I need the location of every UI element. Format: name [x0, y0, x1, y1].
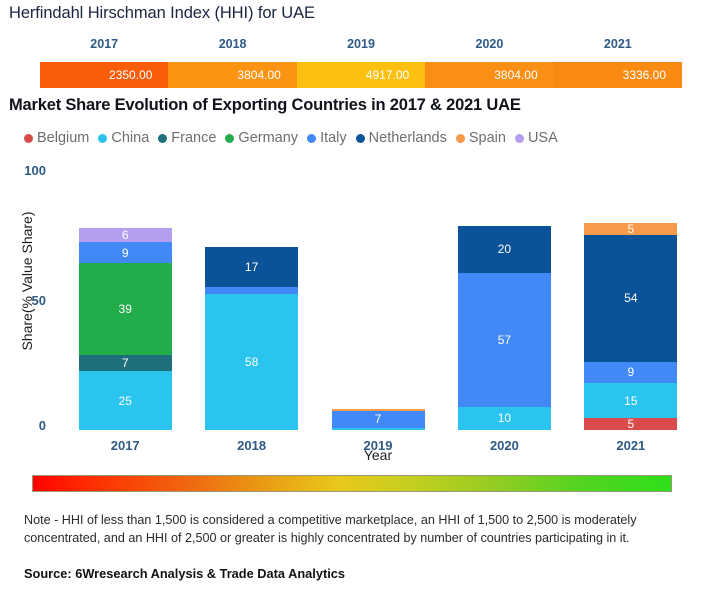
hhi-value-2018: 3804.00 [168, 62, 297, 88]
legend-label: Spain [468, 130, 506, 146]
hhi-year-2020: 2020 [475, 37, 504, 51]
bar-segment-2020-italy[interactable]: 57 [457, 272, 551, 407]
hhi-title: Herfindahl Hirschman Index (HHI) for UAE [9, 4, 315, 22]
bar-segment-2020-china[interactable]: 10 [457, 406, 551, 430]
bar-segment-2018-netherlands[interactable]: 17 [205, 246, 299, 287]
x-axis-label: Year [363, 447, 393, 463]
bar-segment-2021-china[interactable]: 15 [584, 383, 678, 419]
hhi-value-2017: 2350.00 [40, 62, 169, 88]
legend-swatch-icon [307, 133, 317, 143]
footer-source: Source: 6Wresearch Analysis & Trade Data… [24, 566, 346, 581]
hhi-year-2017: 2017 [90, 37, 119, 51]
concentration-gradient-strip [32, 475, 672, 492]
bar-segment-2017-france[interactable]: 7 [78, 354, 172, 372]
bar-segment-2017-china[interactable]: 25 [78, 371, 172, 430]
bar-segment-2021-italy[interactable]: 9 [584, 361, 678, 383]
bar-segment-2020-netherlands[interactable]: 20 [457, 225, 551, 273]
legend-swatch-icon [355, 133, 365, 143]
hhi-year-2019: 2019 [347, 37, 375, 51]
bar-segment-2019-italy[interactable]: 7 [331, 411, 425, 428]
bar-column-2020: 10 57 20 2020 [441, 195, 567, 453]
stacked-bar-2019: 7 [331, 408, 425, 430]
legend-label: Germany [238, 130, 299, 146]
hhi-value-2019: 4917.00 [296, 62, 426, 88]
bar-segment-2019-spain[interactable] [331, 408, 425, 412]
bar-segment-2019-china[interactable] [331, 427, 425, 430]
chart-legend: Belgium China France Germany Italy Netherland… [24, 130, 558, 146]
bar-segment-2018-china[interactable]: 58 [205, 293, 299, 430]
y-axis-tick-100: 100 [24, 163, 46, 178]
bar-segment-2017-usa[interactable]: 6 [78, 227, 172, 243]
hhi-value-2021: 3336.00 [553, 62, 682, 88]
legend-swatch-icon [225, 133, 235, 143]
bar-column-2018: 58 17 2018 [188, 195, 314, 453]
bar-column-2017: 25 7 39 9 6 2017 [62, 195, 188, 453]
footer-note: Note - HHI of less than 1,500 is conside… [24, 513, 637, 545]
stacked-bar-2017: 25 7 39 9 6 [78, 227, 172, 430]
legend-label: Italy [320, 130, 347, 146]
bar-segment-2021-netherlands[interactable]: 54 [584, 234, 678, 362]
legend-label: China [111, 130, 150, 146]
bar-segment-2021-belgium[interactable]: 5 [584, 418, 678, 430]
hhi-year-2018: 2018 [218, 37, 247, 51]
y-axis-tick-0: 0 [38, 418, 46, 433]
hhi-year-2021: 2021 [603, 37, 632, 51]
legend-item-china[interactable]: China [98, 130, 149, 146]
y-axis-label: Share(% Value Share) [19, 211, 35, 351]
legend-item-usa[interactable]: USA [514, 130, 558, 146]
legend-swatch-icon [24, 133, 33, 143]
stacked-bar-chart: Share(% Value Share) 100 50 0 25 7 39 9 6 201… [0, 155, 702, 463]
legend-swatch-icon [455, 133, 465, 143]
stacked-bar-2018: 58 17 [205, 246, 299, 430]
y-axis-tick-50: 50 [31, 293, 46, 308]
legend-item-netherlands[interactable]: Netherlands [355, 130, 447, 146]
legend-label: France [171, 130, 217, 146]
legend-swatch-icon [98, 133, 108, 143]
x-axis-tick-2017: 2017 [110, 438, 140, 453]
x-axis-tick-2021: 2021 [616, 438, 646, 453]
legend-item-spain[interactable]: Spain [455, 130, 506, 146]
bar-group: 25 7 39 9 6 2017 58 17 2018 7 2019 10 57 20 2020 5 15 9 54… [62, 195, 694, 453]
hhi-year-header-row: 2017 2018 2019 2020 2021 [40, 37, 682, 51]
x-axis-tick-2020: 2020 [489, 438, 519, 453]
bar-column-2021: 5 15 9 54 5 2021 [568, 195, 694, 453]
bar-segment-2017-germany[interactable]: 39 [78, 263, 172, 355]
bar-segment-2018-italy[interactable] [205, 286, 299, 294]
legend-item-italy[interactable]: Italy [307, 130, 347, 146]
stacked-bar-2020: 10 57 20 [457, 225, 551, 430]
legend-label: Netherlands [368, 130, 447, 146]
stacked-bar-2021: 5 15 9 54 5 [584, 223, 678, 430]
hhi-value-2020: 3804.00 [425, 62, 554, 88]
legend-swatch-icon [514, 133, 524, 143]
legend-item-france[interactable]: France [158, 130, 216, 146]
x-axis-tick-2018: 2018 [237, 438, 267, 453]
legend-swatch-icon [158, 133, 168, 143]
market-share-title: Market Share Evolution of Exporting Coun… [9, 96, 521, 114]
legend-item-germany[interactable]: Germany [225, 130, 298, 146]
legend-item-belgium[interactable]: Belgium [24, 130, 89, 146]
bar-segment-2017-italy[interactable]: 9 [78, 242, 172, 264]
bar-segment-2021-spain[interactable]: 5 [584, 223, 678, 235]
x-axis-tick-2019: 2019 [363, 438, 393, 453]
bar-column-2019: 7 2019 [315, 195, 441, 453]
legend-label: Belgium [37, 130, 90, 146]
hhi-value-bar: 2350.00 3804.00 4917.00 3804.00 3336.00 [40, 62, 682, 88]
legend-label: USA [527, 130, 558, 146]
